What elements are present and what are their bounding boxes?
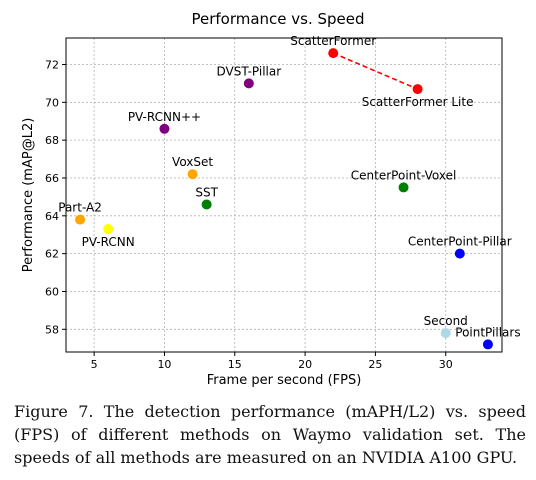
point-label: PV-RCNN++ xyxy=(128,110,201,124)
point-label: Part-A2 xyxy=(58,201,102,215)
y-tick-label: 62 xyxy=(45,248,59,261)
data-point xyxy=(398,182,409,193)
point-label: DVST-Pillar xyxy=(216,64,281,78)
y-tick-label: 66 xyxy=(45,172,59,185)
axis-ticks: 5 10 15 20 25 30 58 60 62 64 66 68 70 72 xyxy=(45,58,453,371)
data-point xyxy=(103,224,114,235)
data-point xyxy=(482,339,493,350)
y-tick-label: 68 xyxy=(45,134,59,147)
y-tick-label: 64 xyxy=(45,210,59,223)
scatterformer-connector-line xyxy=(332,52,418,90)
point-label: Second xyxy=(424,314,468,328)
data-points xyxy=(75,48,493,350)
y-tick-label: 70 xyxy=(45,96,59,109)
point-label: PointPillars xyxy=(455,325,520,339)
point-label: CenterPoint-Pillar xyxy=(408,235,512,249)
x-tick-label: 5 xyxy=(91,358,98,371)
point-label: ScatterFormer xyxy=(290,34,376,48)
data-point xyxy=(75,214,86,225)
y-tick-label: 72 xyxy=(45,58,59,71)
point-label: CenterPoint-Voxel xyxy=(351,168,457,182)
x-tick-label: 30 xyxy=(439,358,453,371)
y-tick-label: 60 xyxy=(45,285,59,298)
data-point xyxy=(412,84,423,95)
data-point xyxy=(328,48,339,59)
point-label: SST xyxy=(195,185,218,199)
data-point xyxy=(201,199,212,210)
point-labels: ScatterFormer ScatterFormer Lite DVST-Pill… xyxy=(58,34,520,339)
data-point xyxy=(187,169,198,180)
y-tick-label: 58 xyxy=(45,323,59,336)
x-axis-label: Frame per second (FPS) xyxy=(207,373,362,388)
x-tick-label: 20 xyxy=(298,358,312,371)
data-point xyxy=(159,123,170,134)
scatter-chart: Performance vs. Speed 5 10 15 20 25 30 58 60 62 6… xyxy=(21,10,521,388)
chart-title: Performance vs. Speed xyxy=(191,10,364,28)
point-label: PV-RCNN xyxy=(82,235,135,249)
figure-caption: Figure 7. The detection performance (mAP… xyxy=(14,402,526,467)
plot-frame xyxy=(65,37,503,353)
data-point xyxy=(440,328,451,339)
y-axis-label: Performance (mAP@L2) xyxy=(21,118,36,273)
point-label: ScatterFormer Lite xyxy=(362,95,474,109)
point-label: VoxSet xyxy=(172,155,213,169)
connector-layer xyxy=(332,52,418,90)
x-tick-label: 15 xyxy=(228,358,242,371)
grid xyxy=(66,38,502,352)
data-point xyxy=(454,248,465,259)
x-tick-label: 25 xyxy=(368,358,382,371)
x-tick-label: 10 xyxy=(157,358,171,371)
data-point xyxy=(243,78,254,89)
